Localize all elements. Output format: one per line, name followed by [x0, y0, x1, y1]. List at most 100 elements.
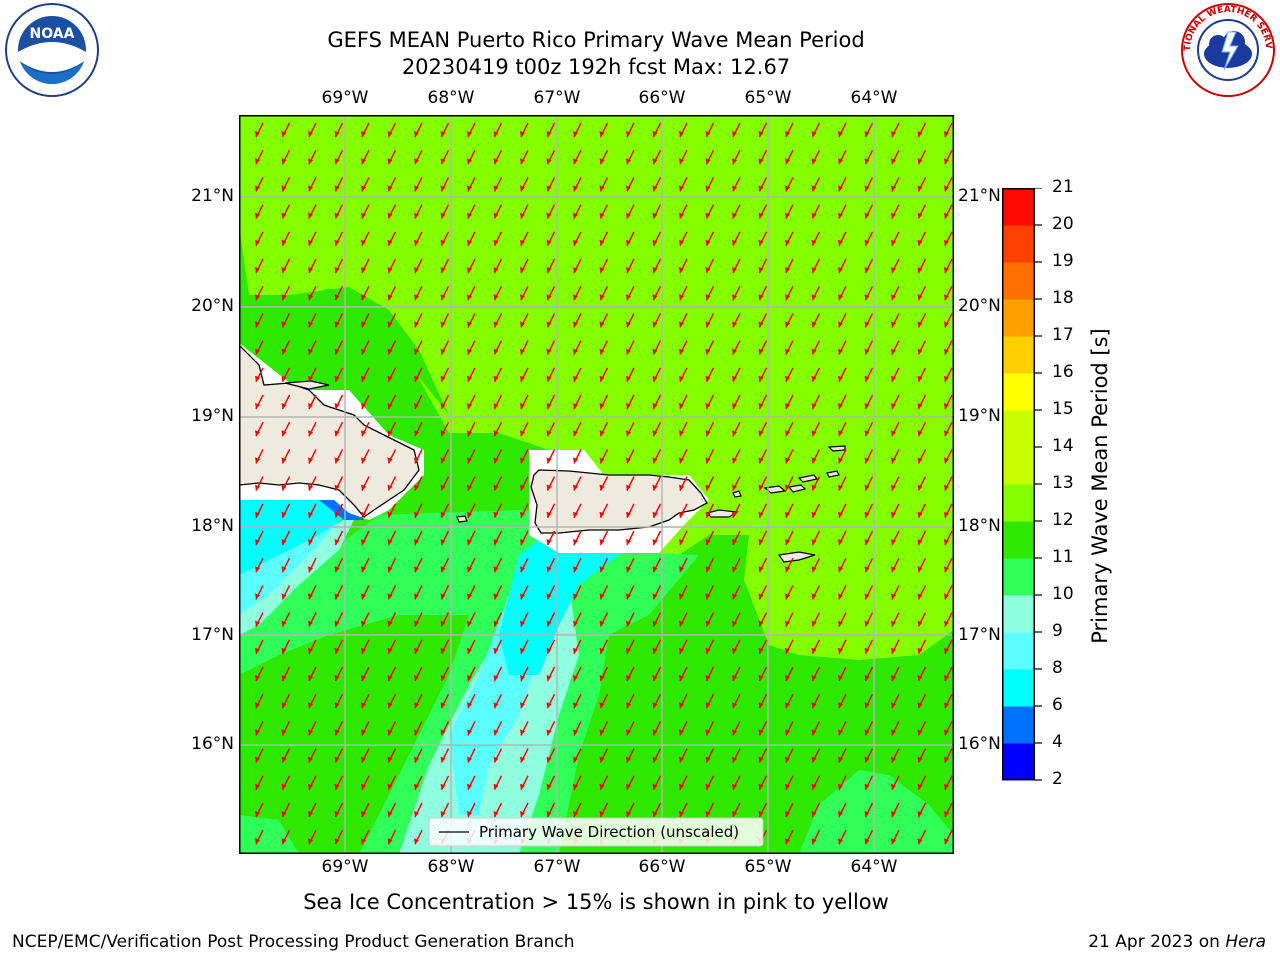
wave-arrow-head: [308, 457, 313, 464]
colorbar-segment: [1002, 595, 1034, 633]
wave-arrow-head: [573, 158, 578, 165]
wave-arrow-head: [652, 783, 658, 790]
wave-arrow-head: [944, 348, 949, 355]
wave-arrow-head: [758, 539, 764, 545]
colorbar-tick-label: 14: [1052, 436, 1074, 456]
wave-arrow-head: [626, 403, 631, 409]
wave-arrow-head: [440, 403, 446, 409]
wave-arrow-head: [891, 348, 896, 355]
colorbar-tick-label: 16: [1052, 362, 1074, 382]
wave-arrow-head: [917, 321, 923, 328]
wave-arrow-head: [334, 783, 340, 790]
wave-arrow-head: [546, 702, 552, 709]
colorbar-segment: [1002, 706, 1034, 744]
wave-arrow-head: [864, 375, 870, 382]
wave-arrow-head: [467, 348, 472, 355]
wave-arrow-head: [917, 212, 923, 219]
wave-arrow-head: [811, 239, 817, 246]
wave-arrow-head: [864, 729, 870, 736]
wave-arrow-head: [255, 348, 260, 355]
wave-arrow-head: [493, 702, 499, 709]
colorbar-segment: [1002, 373, 1034, 411]
wave-arrow-head: [255, 511, 260, 518]
wave-arrow-head: [467, 294, 472, 301]
wave-arrow-head: [467, 729, 472, 736]
wave-arrow-head: [679, 185, 684, 192]
wave-arrow-head: [917, 729, 923, 736]
wave-arrow-head: [573, 620, 578, 627]
wave-arrow-head: [811, 457, 817, 464]
wave-arrow-head: [785, 185, 790, 192]
wave-arrow-head: [599, 756, 605, 763]
wave-arrow-head: [334, 593, 340, 600]
wave-arrow-head: [758, 811, 764, 817]
wave-arrow-head: [440, 321, 446, 328]
wave-arrow-head: [308, 239, 313, 246]
map-panel: Primary Wave Direction (unscaled): [239, 115, 954, 854]
wave-arrow-head: [493, 403, 499, 409]
wave-arrow-head: [361, 321, 366, 328]
wave-arrow-head: [440, 539, 446, 545]
wave-arrow-head: [785, 131, 790, 137]
wave-arrow-head: [414, 321, 419, 328]
wave-arrow-head: [705, 239, 711, 246]
wave-arrow-head: [732, 375, 737, 382]
wave-arrow-head: [520, 375, 525, 382]
wave-arrow-head: [599, 620, 605, 627]
wave-arrow-head: [891, 212, 896, 219]
colorbar-segment: [1002, 743, 1034, 781]
wave-arrow-head: [281, 457, 287, 464]
wave-arrow-head: [891, 185, 896, 192]
wave-arrow-head: [811, 783, 817, 790]
wave-arrow-head: [467, 675, 472, 681]
culebra-island: [732, 490, 742, 498]
lon-tick-bottom: 65°W: [744, 857, 792, 877]
wave-arrow-head: [732, 566, 737, 573]
wave-arrow-head: [440, 457, 446, 464]
wave-arrow-head: [944, 783, 949, 790]
wave-arrow-head: [599, 375, 605, 382]
wave-arrow-head: [281, 593, 287, 600]
wave-arrow-head: [520, 321, 525, 328]
wave-arrow-head: [493, 375, 499, 382]
wave-arrow-head: [520, 811, 525, 817]
wave-arrow-head: [705, 267, 711, 273]
wave-arrow-head: [387, 566, 393, 573]
wave-arrow-head: [493, 430, 499, 437]
st-thomas-island: [763, 485, 787, 494]
wave-arrow-head: [520, 675, 525, 681]
colorbar: [1002, 188, 1042, 781]
wave-arrow-head: [281, 430, 287, 437]
wave-arrow-head: [864, 702, 870, 709]
colorbar-tick-label: 18: [1052, 288, 1074, 308]
wave-arrow-head: [811, 702, 817, 709]
tortola-island: [797, 474, 819, 483]
wave-arrow-head: [334, 185, 340, 192]
wave-arrow-head: [493, 729, 499, 736]
wave-arrow-head: [361, 783, 366, 790]
wave-arrow-head: [440, 593, 446, 600]
colorbar-segment: [1002, 669, 1034, 707]
wave-arrow-head: [387, 484, 393, 491]
wave-arrow-head: [864, 783, 870, 790]
wave-arrow-head: [573, 511, 578, 518]
wave-arrow-head: [838, 239, 843, 246]
wave-arrow-head: [520, 702, 525, 709]
wave-arrow-head: [440, 783, 446, 790]
wave-arrow-head: [864, 593, 870, 600]
wave-arrow-head: [361, 375, 366, 382]
wave-arrow-head: [732, 783, 737, 790]
colorbar-segment: [1002, 410, 1034, 448]
wave-arrow-head: [546, 729, 552, 736]
wave-arrow-head: [493, 539, 499, 545]
wave-arrow-head: [785, 539, 790, 545]
wave-arrow-head: [944, 321, 949, 328]
wave-direction-arrows: [255, 122, 953, 845]
wave-arrow-head: [414, 620, 419, 627]
wave-arrow-head: [626, 131, 631, 137]
wave-arrow-head: [891, 593, 896, 600]
wave-arrow-head: [440, 511, 446, 518]
wave-arrow-head: [917, 620, 923, 627]
wave-arrow-head: [387, 647, 393, 654]
wave-arrow-head: [705, 294, 711, 301]
